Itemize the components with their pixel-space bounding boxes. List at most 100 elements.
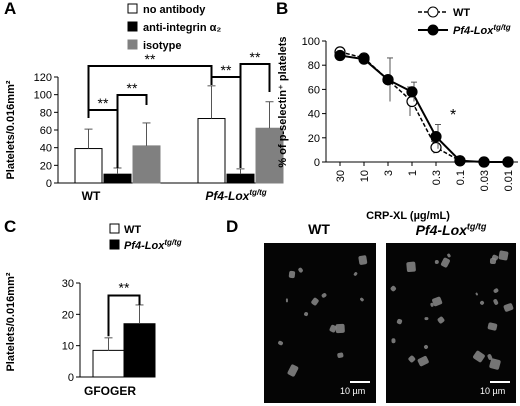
micrograph-wt-platelet-5 (321, 292, 328, 299)
panel-a-y-tick-label-3: 60 (40, 125, 52, 137)
bar-a-s2-c0 (132, 145, 161, 184)
micrograph-pf4-platelet-24 (488, 357, 501, 371)
legend-label-pf4: Pf4-Loxtg/tg (453, 23, 511, 37)
panel-b-xlabel: CRP-XL (µg/mL) (366, 210, 450, 222)
panel-d-letter: D (226, 217, 238, 236)
micrograph-wt-platelet-1 (303, 311, 309, 317)
panel-c-y-tick-label-2: 20 (62, 309, 74, 321)
panel-a-ylabel: Platelets/0.016mm² (5, 80, 17, 179)
panel-c: C Platelets/0.016mm² 0 10 20 30 ** GFOGER W… (4, 217, 182, 398)
point-b-wt-4 (430, 141, 442, 154)
bar-a-s1-c1 (226, 173, 255, 184)
micrograph-pf4-platelet-3 (395, 318, 403, 325)
panel-b-y-tick-label-1: 20 (308, 133, 320, 145)
micrograph-pf4-platelet-12 (487, 321, 498, 331)
panel-a-legend: no antibody anti-integrin α₂ isotype (127, 3, 221, 52)
panel-b: B % of p-selectin⁺ platelets 02040608010… (276, 0, 518, 222)
panel-a-bars (74, 85, 284, 184)
sig-label-a-3: ** (221, 62, 232, 78)
sig-bracket-c (107, 294, 141, 337)
micrograph-wt-platelet-12 (297, 267, 304, 274)
panel-a-y-tick-label-2: 40 (40, 143, 52, 155)
legend-label-isotype: isotype (143, 40, 182, 52)
micrograph-pf4-platelet-20 (407, 354, 416, 363)
legend-label-c-pf4-main: Pf4-Lox (124, 240, 165, 252)
micrograph-pf4-platelet-17 (405, 261, 417, 273)
panel-c-category: GFOGER (84, 384, 136, 398)
point-b-pf4-6 (478, 156, 490, 168)
sig-bracket-a-4 (239, 63, 271, 168)
micrograph-title-pf4: Pf4-Loxtg/tg (386, 221, 516, 238)
panel-b-y-tick-label-2: 40 (308, 109, 320, 121)
scale-label-pf4: 10 µm (480, 386, 506, 396)
panel-b-x-tick-label-6: 0.03 (479, 170, 491, 191)
panel-a-y-tick-label-0: 0 (46, 178, 52, 190)
panel-b-y-tick-label-4: 80 (308, 60, 320, 72)
micrograph-wt: 10 µm (264, 243, 376, 403)
line-b-pf4 (339, 54, 508, 163)
panel-b-legend: WT Pf4-Loxtg/tg (418, 6, 511, 37)
legend-swatch-anti-integrin (127, 21, 138, 32)
point-b-pf4-5 (454, 155, 466, 167)
scale-bar-wt (350, 381, 370, 383)
scale-bar-pf4 (490, 381, 510, 383)
micrograph-wt-platelet-3 (277, 340, 284, 347)
legend-marker-pf4 (427, 24, 439, 36)
micrograph-pf4-platelet-7 (474, 292, 479, 297)
panel-b-x-tick-label-1: 10 (359, 170, 371, 182)
panel-b-x-tick-label-0: 30 (335, 170, 347, 182)
panel-b-x-tick-label-4: 0.3 (431, 170, 443, 185)
panel-b-series (334, 46, 514, 168)
bar-c-wt (92, 349, 125, 378)
panel-c-bars (92, 304, 156, 378)
micrograph-title-pf4-sup: tg/tg (466, 221, 487, 231)
legend-label-wt: WT (453, 7, 470, 19)
point-b-pf4-0 (334, 49, 346, 62)
micrograph-title-wt-text: WT (308, 221, 330, 237)
micrograph-title-pf4-text: Pf4-Lox (415, 221, 467, 238)
micrograph-pf4-platelet-13 (431, 296, 444, 308)
panel-a-y-tick-label-6: 120 (34, 72, 52, 84)
panel-b-ylabel: % of p-selectin⁺ platelets (277, 36, 289, 167)
micrograph-pf4-platelet-18 (416, 355, 430, 368)
bar-a-s0-c0 (74, 148, 103, 184)
point-b-pf4-2 (382, 74, 394, 86)
panel-b-y-tick-label-5: 100 (302, 36, 320, 48)
micrograph-wt-platelet-4 (352, 270, 358, 277)
legend-swatch-isotype (127, 39, 138, 50)
legend-label-c-wt: WT (124, 224, 141, 236)
point-b-pf4-7 (502, 156, 514, 168)
legend-label-pf4-main: Pf4-Lox (453, 25, 494, 37)
sig-bracket-a-2 (116, 94, 148, 168)
micrograph-pf4-platelet-6 (502, 302, 514, 312)
legend-label-pf4-sup: tg/tg (493, 23, 510, 32)
panel-a-category-pf4-main: Pf4-Lox (205, 189, 250, 203)
micrograph-wt-platelet-2 (359, 297, 364, 303)
micrograph-wt-platelet-9 (288, 270, 296, 279)
micrograph-pf4-platelet-15 (497, 250, 509, 261)
sig-label-a-2: ** (127, 80, 138, 96)
sig-label-a-1: ** (98, 95, 109, 111)
point-b-pf4-4 (430, 130, 442, 143)
panel-a-y-tick-label-4: 80 (40, 107, 52, 119)
panel-a-y-tick-label-5: 100 (34, 90, 52, 102)
micrograph-pf4-platelet-0 (392, 338, 397, 344)
micrograph-wt-platelet-6 (285, 298, 288, 302)
panel-c-y-tick-label-3: 30 (62, 278, 74, 290)
panel-b-x-tick-label-5: 0.1 (455, 170, 467, 185)
panel-b-x-tick-label-2: 3 (383, 170, 395, 176)
micrograph-pf4-platelet-22 (479, 300, 486, 307)
panel-a-category-pf4: Pf4-Loxtg/tg (205, 188, 266, 203)
scale-label-wt: 10 µm (340, 386, 366, 396)
micrograph-pf4-platelet-19 (389, 284, 397, 292)
micrograph-wt-platelet-10 (337, 352, 344, 358)
panel-a-y-tick-label-1: 20 (40, 160, 52, 172)
legend-label-anti-integrin: anti-integrin α₂ (143, 22, 221, 34)
sig-bracket-a-0 (87, 65, 213, 118)
micrograph-pf4: 10 µm (386, 243, 516, 403)
micrograph-pf4-platelet-16 (493, 287, 500, 294)
bar-a-s1-c0 (103, 173, 132, 184)
legend-label-c-pf4: Pf4-Loxtg/tg (124, 238, 182, 252)
